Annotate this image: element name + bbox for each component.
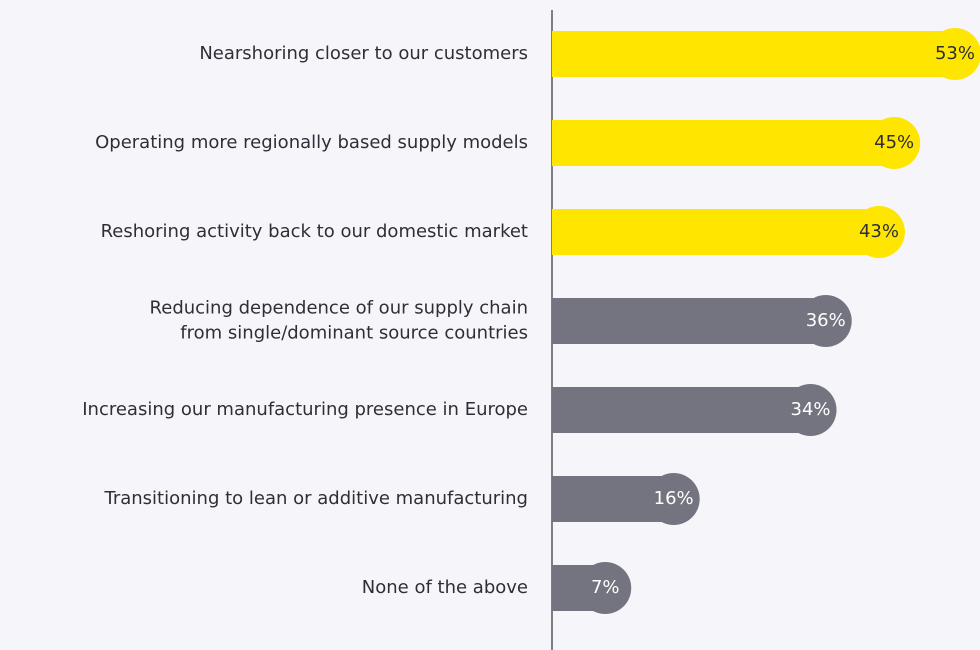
- bar-cap: [647, 473, 700, 525]
- value-label: 36%: [806, 310, 846, 331]
- bar: [552, 28, 980, 80]
- category-label: Increasing our manufacturing presence in…: [82, 399, 528, 420]
- value-label: 45%: [874, 132, 914, 153]
- bar-cap: [868, 117, 921, 169]
- bar-body: [552, 209, 879, 255]
- bar: [552, 473, 700, 525]
- value-label: 16%: [654, 488, 694, 509]
- category-label: Reshoring activity back to our domestic …: [101, 221, 528, 242]
- bar-cap: [784, 384, 837, 436]
- value-label: 43%: [859, 221, 899, 242]
- category-label: Nearshoring closer to our customers: [199, 43, 528, 64]
- bar-cap: [799, 295, 852, 347]
- bar: [552, 384, 837, 436]
- bar-cap: [929, 28, 980, 80]
- bar-body: [552, 31, 955, 77]
- category-label: None of the above: [362, 577, 528, 598]
- category-label: Operating more regionally based supply m…: [95, 132, 528, 153]
- bar: [552, 117, 921, 169]
- bar-cap: [852, 206, 905, 258]
- category-label: Reducing dependence of our supply chain f…: [150, 298, 528, 344]
- bar: [552, 206, 905, 258]
- value-label: 53%: [935, 43, 975, 64]
- bar-body: [552, 298, 826, 344]
- bar-body: [552, 120, 895, 166]
- bar-body: [552, 387, 811, 433]
- category-label: Transitioning to lean or additive manufa…: [103, 488, 528, 509]
- value-label: 7%: [591, 577, 620, 598]
- value-label: 34%: [791, 399, 831, 420]
- bar-cap: [579, 562, 632, 614]
- bar: [552, 562, 632, 614]
- bar: [552, 295, 852, 347]
